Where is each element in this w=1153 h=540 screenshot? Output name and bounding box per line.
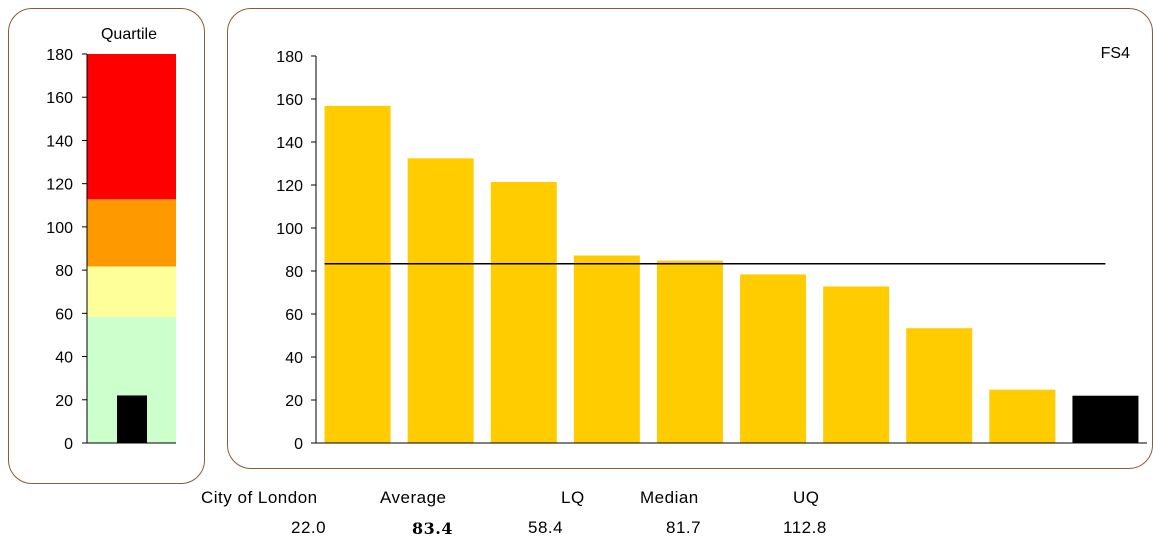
value-median: 81.7	[666, 518, 702, 537]
value-average: 83.4	[412, 519, 453, 538]
y-tick-label: 80	[285, 264, 303, 281]
bar-5	[656, 260, 723, 443]
value-uq: 112.8	[783, 518, 827, 537]
y-tick-label: 140	[276, 135, 303, 152]
bar-3	[490, 181, 557, 444]
header-city: City of London	[201, 488, 318, 507]
header-average: Average	[380, 488, 447, 507]
bar-chart-panel: 0 20 40 60 80 100 120 140 160 180 FS4	[227, 8, 1153, 469]
bar-10	[1072, 395, 1139, 443]
y-tick-label: 20	[55, 393, 73, 410]
bar-4	[573, 255, 640, 443]
y-tick-label: 180	[46, 47, 73, 64]
y-tick-label: 20	[285, 393, 303, 410]
quartile-title: Quartile	[101, 26, 157, 43]
y-tick-label: 60	[55, 306, 73, 323]
bar-6	[740, 274, 807, 443]
value-lq: 58.4	[528, 518, 564, 537]
y-tick-label: 100	[276, 221, 303, 238]
bar-2	[407, 158, 474, 443]
quartile-band-4	[87, 54, 176, 200]
y-tick-label: 60	[285, 307, 303, 324]
y-tick-label: 40	[55, 350, 73, 367]
y-tick-label: 120	[46, 177, 73, 194]
y-tick-label: 140	[46, 133, 73, 150]
y-tick-label: 160	[276, 92, 303, 109]
header-median: Median	[640, 488, 699, 507]
bar-1	[324, 105, 391, 443]
y-tick-label: 80	[55, 263, 73, 280]
y-tick-label: 0	[64, 436, 73, 453]
quartile-chart: 0 20 40 60 80 100 120 140 160 180 Quartile	[46, 26, 176, 453]
city-of-london-marker	[117, 395, 147, 443]
bar-7	[823, 286, 890, 443]
y-tick-label: 100	[46, 220, 73, 237]
y-tick-label: 0	[294, 436, 303, 453]
quartile-band-3	[87, 199, 176, 267]
quartile-band-2	[87, 266, 176, 317]
quartile-panel: 0 20 40 60 80 100 120 140 160 180 Quartile	[8, 8, 205, 484]
y-tick-label: 160	[46, 90, 73, 107]
bar-8	[906, 328, 973, 443]
fs4-bar-chart: 0 20 40 60 80 100 120 140 160 180 FS4	[276, 45, 1147, 453]
header-uq: UQ	[793, 488, 820, 507]
bar-9	[989, 389, 1056, 443]
header-lq: LQ	[561, 488, 585, 507]
y-tick-label: 120	[276, 178, 303, 195]
y-tick-label: 180	[276, 49, 303, 66]
y-tick-label: 40	[285, 350, 303, 367]
chart-title: FS4	[1101, 45, 1130, 62]
value-city: 22.0	[291, 518, 327, 537]
